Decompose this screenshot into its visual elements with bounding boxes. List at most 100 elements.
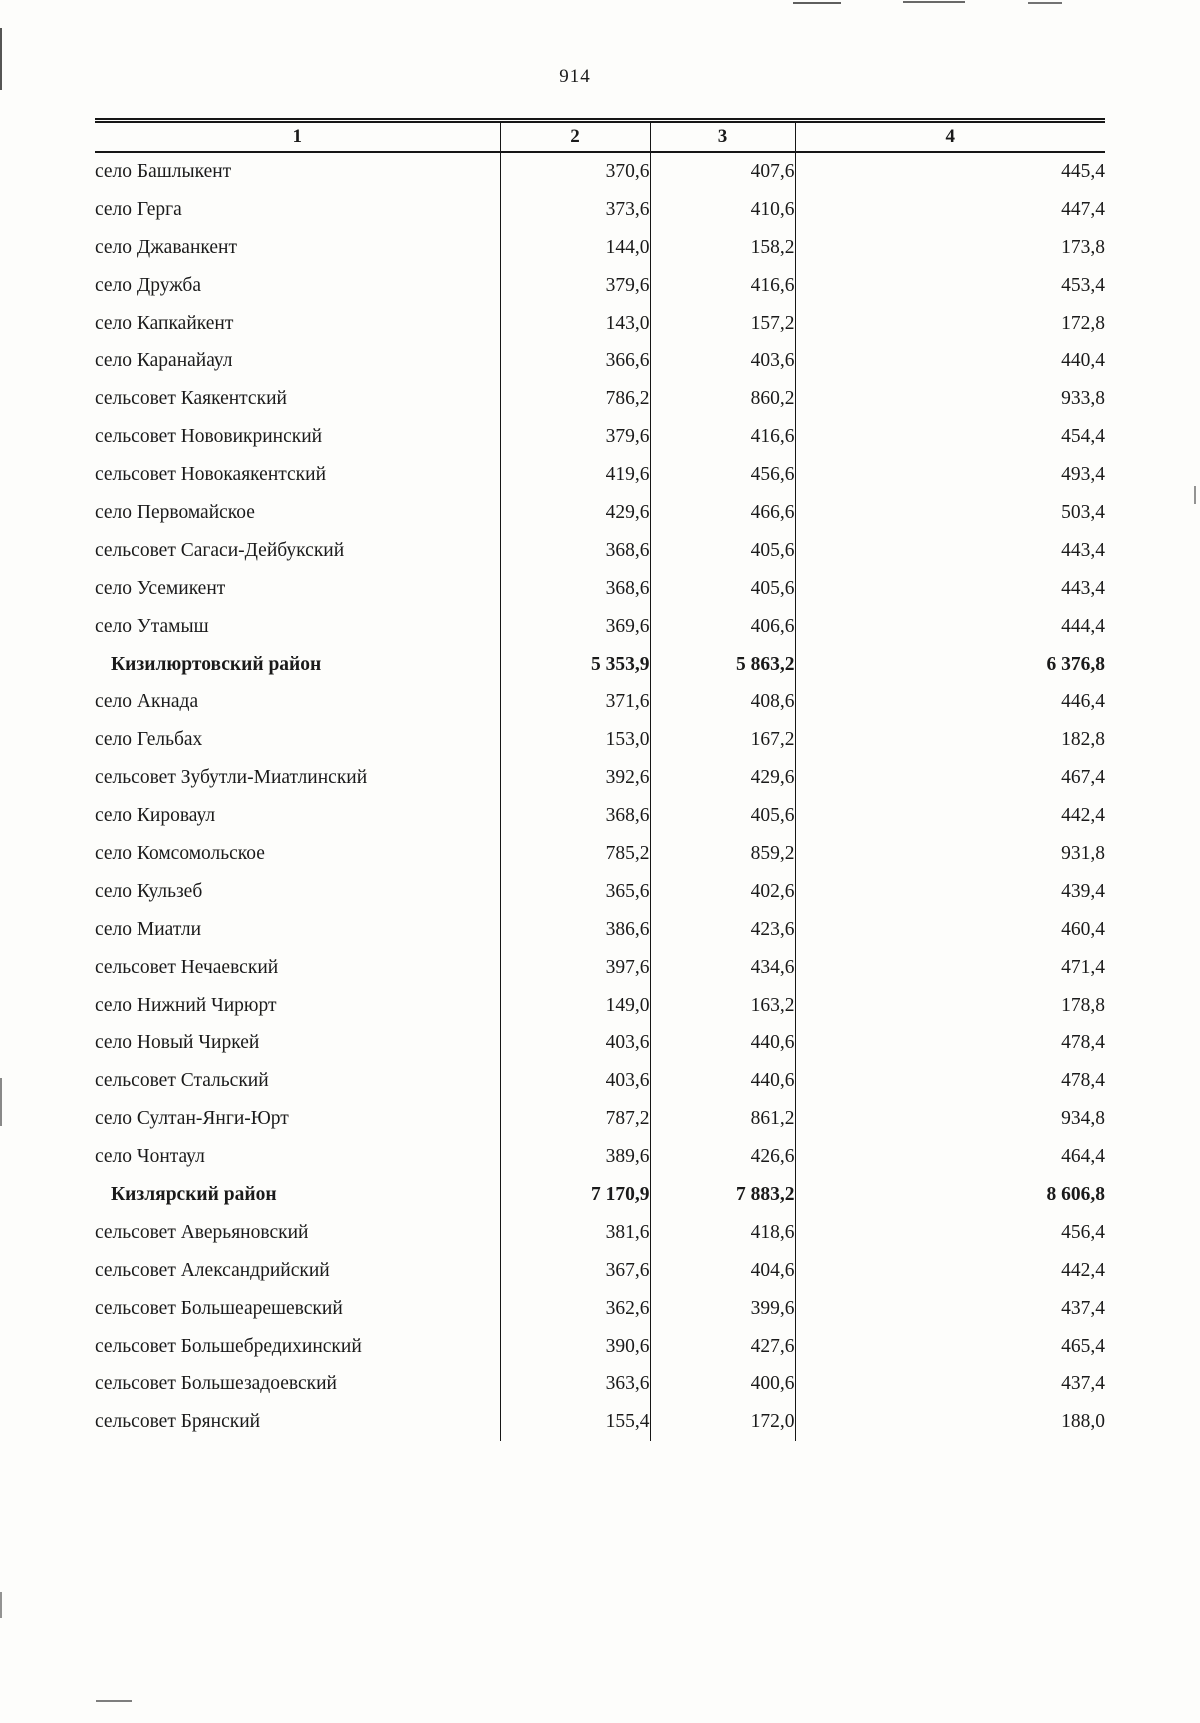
value-col4: 440,4 [794,342,1105,381]
table-row: село Султан-Янги-Юрт 787,2 861,2 934,8 [95,1100,1105,1139]
row-name: сельсовет Большеарешевский [95,1297,343,1319]
table-row: село Гельбах 153,0 167,2 182,8 [95,721,1105,760]
table-row: село Кульзеб 365,6 402,6 439,4 [95,872,1105,911]
value-col4: 453,4 [794,266,1105,305]
value-col2: 390,6 [499,1327,650,1366]
value-col2: 368,6 [499,531,650,570]
value-col2: 429,6 [499,494,650,532]
value-col3: 418,6 [649,1213,795,1252]
value-col2: 403,6 [499,1024,650,1063]
value-col3: 440,6 [649,1024,795,1063]
value-col2: 363,6 [499,1365,650,1404]
row-name: сельсовет Зубутли-Миатлинский [95,767,368,789]
row-name: сельсовет Брянский [95,1411,261,1433]
table-row: село Чонтаул 389,6 426,6 464,4 [95,1138,1105,1177]
data-table: 1 2 3 4 село Башлыкент 370,6 407,6 445,4 сел… [95,118,1105,1442]
value-col3: 416,6 [649,266,795,305]
value-col2: 397,6 [499,948,650,987]
value-col3: 434,6 [649,948,795,987]
value-col2: 392,6 [499,759,650,798]
table-row: село Нижний Чирюрт 149,0 163,2 178,8 [95,986,1105,1025]
row-name: сельсовет Стальский [95,1070,269,1092]
scan-artifact [903,1,965,3]
table-row: село Капкайкент 143,0 157,2 172,8 [95,304,1105,343]
table-row: сельсовет Каякентский 786,2 860,2 933,8 [95,380,1105,419]
value-col3: 163,2 [649,986,795,1025]
value-col3: 403,6 [649,342,795,381]
value-col3: 406,6 [649,607,795,646]
row-name: сельсовет Нечаевский [95,956,279,978]
value-col4: 442,4 [794,1251,1105,1290]
value-col4: 464,4 [794,1138,1105,1177]
value-col4: 8 606,8 [794,1176,1105,1214]
page-number: 914 [559,66,591,87]
value-col2: 143,0 [499,304,650,343]
scan-artifact [0,1078,2,1126]
value-col3: 427,6 [649,1327,795,1366]
value-col3: 405,6 [649,531,795,570]
value-col2: 153,0 [499,721,650,760]
row-name: село Султан-Янги-Юрт [95,1108,289,1130]
value-col2: 379,6 [499,418,650,457]
row-name: село Утамыш [95,615,209,637]
value-col4: 493,4 [794,456,1105,495]
value-col3: 400,6 [649,1365,795,1404]
row-name: сельсовет Каякентский [95,388,287,410]
value-col4: 443,4 [794,531,1105,570]
value-col2: 367,6 [499,1251,650,1290]
table-row: сельсовет Александрийский 367,6 404,6 442,4 [95,1251,1105,1290]
row-name: село Комсомольское [95,842,265,864]
value-col4: 172,8 [794,304,1105,343]
value-col3: 399,6 [649,1289,795,1328]
table-row: село Джаванкент 144,0 158,2 173,8 [95,228,1105,267]
table-row: село Акнада 371,6 408,6 446,4 [95,683,1105,722]
value-col2: 368,6 [499,569,650,608]
row-name: сельсовет Большебредихинский [95,1335,362,1357]
row-name: Кизлярский район [111,1183,277,1205]
value-col2: 149,0 [499,986,650,1025]
table-row: сельсовет Большебредихинский 390,6 427,6 46… [95,1327,1105,1366]
table-body: село Башлыкент 370,6 407,6 445,4 село Герга 3… [95,152,1105,1442]
value-col4: 447,4 [794,190,1105,229]
value-col4: 471,4 [794,948,1105,987]
value-col2: 786,2 [499,380,650,419]
value-col4: 454,4 [794,418,1105,457]
row-name: сельсовет Нововикринский [95,426,323,448]
row-name: сельсовет Большезадоевский [95,1373,337,1395]
value-col3: 466,6 [649,494,795,532]
table-row: село Усемикент 368,6 405,6 443,4 [95,569,1105,608]
value-col3: 7 883,2 [649,1176,795,1214]
row-name: село Кульзеб [95,880,203,902]
value-col4: 478,4 [794,1024,1105,1063]
scan-artifact [793,2,841,4]
value-col4: 456,4 [794,1213,1105,1252]
value-col2: 381,6 [499,1213,650,1252]
value-col2: 403,6 [499,1062,650,1101]
row-name: село Каранайаул [95,350,233,372]
value-col3: 859,2 [649,835,795,873]
table-row: село Миатли 386,6 423,6 460,4 [95,910,1105,949]
value-col3: 423,6 [649,910,795,949]
row-name: сельсовет Новокаякентский [95,464,327,486]
value-col2: 369,6 [499,607,650,646]
value-col3: 410,6 [649,190,795,229]
column-header-3: 3 [649,118,795,153]
value-col3: 405,6 [649,797,795,836]
table-row: сельсовет Стальский 403,6 440,6 478,4 [95,1062,1105,1101]
row-name: сельсовет Сагаси-Дейбукский [95,539,345,561]
scan-artifact [1194,486,1196,504]
value-col2: 785,2 [499,835,650,873]
value-col2: 379,6 [499,266,650,305]
value-col4: 178,8 [794,986,1105,1025]
row-name: сельсовет Александрийский [95,1259,330,1281]
value-col3: 402,6 [649,872,795,911]
value-col4: 182,8 [794,721,1105,760]
scan-artifact [0,1592,2,1618]
table-row: село Кироваул 368,6 405,6 442,4 [95,797,1105,836]
value-col3: 416,6 [649,418,795,457]
row-name: село Миатли [95,918,202,940]
column-header-2: 2 [499,118,650,153]
district-row: Кизилюртовский район 5 353,9 5 863,2 6 376,… [95,645,1105,684]
value-col2: 366,6 [499,342,650,381]
value-col4: 188,0 [794,1403,1105,1442]
